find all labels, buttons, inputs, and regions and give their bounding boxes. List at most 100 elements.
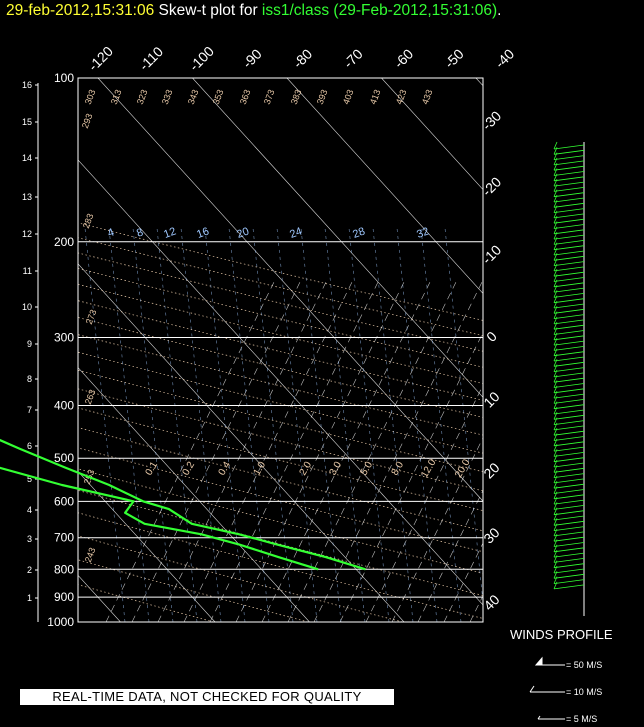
wind-barb bbox=[553, 306, 558, 314]
mixing-ratio-line bbox=[84, 227, 126, 622]
wind-barb bbox=[553, 536, 585, 542]
wind-barb bbox=[553, 152, 558, 160]
wind-barb bbox=[553, 441, 585, 447]
wind-barb bbox=[553, 428, 558, 436]
wind-barb bbox=[553, 316, 558, 325]
dry-adiabat-label: 383 bbox=[289, 88, 304, 106]
pressure-tick-label: 900 bbox=[54, 590, 74, 604]
mixing-ratio-line bbox=[420, 227, 462, 622]
isotherm bbox=[286, 78, 483, 294]
wind-barb bbox=[553, 542, 585, 547]
wind-barb bbox=[553, 337, 558, 346]
wind-barb bbox=[553, 406, 558, 415]
wind-barb bbox=[553, 459, 558, 468]
wind-barb bbox=[553, 240, 585, 245]
wind-barb bbox=[553, 311, 558, 319]
wind-barb bbox=[553, 436, 585, 441]
wind-barb bbox=[553, 523, 558, 531]
wind-barb bbox=[553, 571, 558, 579]
wind-barb bbox=[553, 197, 585, 203]
wind-barb bbox=[553, 367, 585, 372]
wind-barb bbox=[553, 372, 585, 378]
title-date: 29-feb-2012,15:31:06 bbox=[6, 2, 155, 19]
wind-barb bbox=[553, 224, 585, 229]
wind-barb bbox=[553, 452, 585, 457]
dry-adiabat-label: 363 bbox=[238, 88, 253, 106]
wind-barb bbox=[553, 178, 558, 187]
wind-barb bbox=[553, 187, 585, 192]
height-tick-label: 13 bbox=[22, 192, 32, 202]
legend-10ms-barb bbox=[529, 685, 535, 693]
height-tick-label: 1 bbox=[27, 593, 32, 603]
wind-barb bbox=[553, 576, 558, 584]
wind-barb bbox=[553, 526, 585, 531]
moist-adiabat bbox=[157, 277, 329, 622]
wind-barb bbox=[553, 258, 558, 266]
legend-5ms-barb bbox=[537, 715, 541, 720]
wind-barb bbox=[553, 401, 558, 409]
wind-barb bbox=[553, 505, 585, 510]
wind-barb bbox=[553, 568, 585, 574]
wind-barb bbox=[553, 205, 558, 213]
moist-adiabat bbox=[235, 277, 407, 622]
wind-barb bbox=[553, 343, 558, 351]
wind-barb bbox=[553, 385, 558, 393]
wind-barb bbox=[553, 173, 558, 181]
wind-barb bbox=[553, 565, 558, 574]
wind-barb bbox=[553, 473, 585, 478]
pressure-tick-label: 400 bbox=[54, 399, 74, 413]
dry-adiabat-label: 433 bbox=[420, 88, 435, 106]
wind-barb bbox=[553, 157, 558, 166]
wind-barb bbox=[553, 555, 558, 563]
wind-barb bbox=[553, 481, 558, 489]
wind-barb bbox=[553, 237, 558, 245]
dry-adiabat-label: 313 bbox=[109, 88, 124, 106]
mixing-ratio-label: 12 bbox=[162, 225, 178, 240]
dry-adiabat-label: 303 bbox=[83, 88, 98, 106]
wind-barb bbox=[553, 171, 585, 176]
height-tick-label: 14 bbox=[22, 153, 32, 163]
dry-adiabat-label: 293 bbox=[80, 112, 95, 130]
wind-barb bbox=[553, 361, 585, 367]
pressure-tick-label: 500 bbox=[54, 451, 74, 465]
mixing-ratio-label: 16 bbox=[195, 225, 211, 240]
wind-barb bbox=[553, 478, 585, 484]
dry-adiabat-label: 283 bbox=[81, 212, 96, 230]
moist-adiabat bbox=[105, 277, 277, 622]
wind-barb bbox=[553, 430, 585, 436]
wind-barb bbox=[553, 213, 585, 219]
wind-barb bbox=[553, 563, 585, 569]
wind-barb bbox=[553, 359, 558, 367]
wind-barb bbox=[553, 293, 585, 298]
wind-barb bbox=[553, 149, 585, 155]
wind-barb bbox=[553, 364, 558, 372]
dewpoint-trace bbox=[0, 466, 319, 571]
mixing-ratio-line bbox=[444, 227, 483, 606]
wind-barb bbox=[553, 470, 558, 478]
wind-barb bbox=[553, 168, 558, 176]
wind-barb bbox=[553, 558, 585, 563]
moist-adiabat bbox=[131, 277, 303, 622]
wind-barb bbox=[553, 515, 585, 521]
wind-barb bbox=[553, 202, 585, 208]
mixing-ratio-line bbox=[276, 227, 318, 622]
plot-area bbox=[78, 78, 483, 622]
wind-barb bbox=[553, 534, 558, 542]
wind-barb bbox=[553, 502, 558, 510]
wind-barb bbox=[553, 271, 585, 277]
wind-barb bbox=[553, 438, 558, 446]
title-text: Skew-t plot for bbox=[158, 2, 258, 19]
wind-barb bbox=[553, 263, 558, 272]
mixing-ratio-line bbox=[228, 227, 270, 622]
wind-barb bbox=[553, 560, 558, 568]
mixing-ratio-label: 24 bbox=[288, 225, 304, 240]
wind-barb bbox=[553, 160, 585, 166]
wind-barb bbox=[553, 216, 558, 224]
wind-barb bbox=[553, 279, 558, 287]
wind-barb bbox=[553, 486, 558, 494]
wind-barb bbox=[553, 229, 585, 235]
pressure-tick-label: 1000 bbox=[47, 615, 74, 629]
dry-adiabat-label: 243 bbox=[83, 546, 98, 564]
wind-barb bbox=[553, 200, 558, 208]
